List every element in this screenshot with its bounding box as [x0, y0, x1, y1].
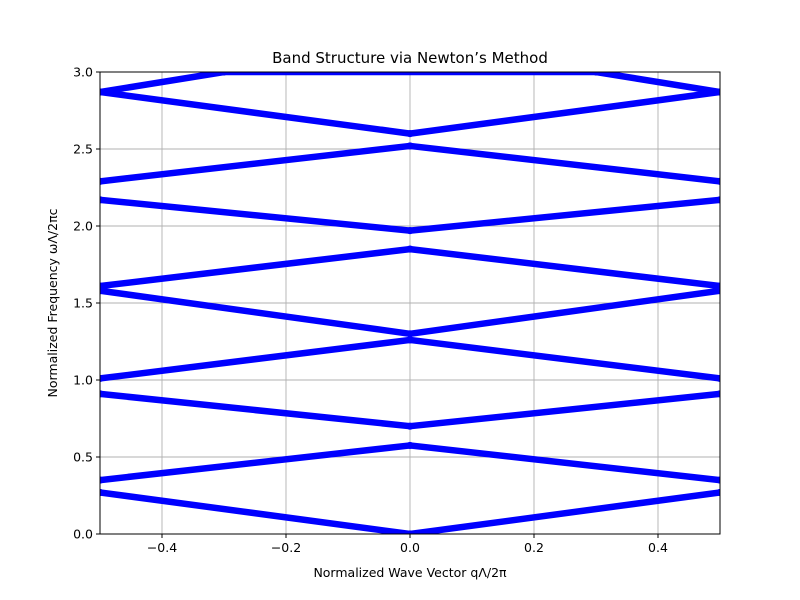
band-1-point	[100, 488, 104, 497]
band-2-point	[716, 476, 720, 484]
data-layer	[100, 72, 720, 534]
band-6-point	[100, 282, 104, 290]
y-tick-label: 2.0	[73, 219, 93, 234]
band-8-point	[406, 142, 414, 150]
band-8-point	[716, 177, 720, 185]
band-10-point	[220, 72, 228, 76]
band-8-point	[100, 177, 104, 185]
y-tick-label: 1.0	[73, 373, 93, 388]
band-7-point	[406, 227, 414, 235]
band-3-point	[406, 422, 414, 430]
band-4-point	[716, 374, 720, 383]
y-tick-label: 1.5	[73, 296, 93, 311]
band-3-point	[716, 390, 720, 398]
band-5-point	[406, 330, 414, 338]
band-9-point	[406, 130, 414, 138]
y-tick-label: 2.5	[73, 142, 93, 157]
band-6-point	[406, 245, 414, 253]
tick-layer: −0.4 −0.2 0.0 0.2 0.4 0.0 0.5 1.0 1.5 2.0 2.5 3.0	[73, 65, 668, 556]
chart-title: Band Structure via Newton’s Method	[272, 49, 548, 67]
band-group	[100, 72, 720, 534]
band-7-point	[716, 196, 720, 204]
band-10-point	[716, 88, 720, 96]
y-tick-label: 3.0	[73, 65, 93, 80]
y-tick-label: 0.5	[73, 450, 93, 465]
x-tick-label: 0.2	[524, 540, 544, 555]
band-1-point	[716, 488, 720, 497]
band-10-point	[592, 72, 600, 76]
band-4-point	[100, 374, 104, 383]
band-10-line	[100, 72, 720, 96]
x-tick-label: 0.4	[648, 540, 668, 555]
band-1-line	[100, 489, 720, 534]
x-tick-label: −0.4	[147, 540, 177, 555]
x-axis-label: Normalized Wave Vector qΛ/2π	[313, 565, 507, 580]
x-tick-label: 0.0	[400, 540, 420, 555]
y-tick-label: 0.0	[73, 527, 93, 542]
band-10-point	[100, 88, 104, 96]
band-2-point	[406, 441, 414, 450]
x-tick-label: −0.2	[271, 540, 301, 555]
band-2-point	[100, 476, 104, 484]
band-4-point	[406, 336, 414, 344]
y-axis-label: Normalized Frequency ωΛ/2πc	[45, 208, 60, 397]
band-1-point	[406, 530, 414, 534]
band-3-point	[100, 390, 104, 398]
band-6-point	[716, 282, 720, 290]
band-7-point	[100, 196, 104, 204]
